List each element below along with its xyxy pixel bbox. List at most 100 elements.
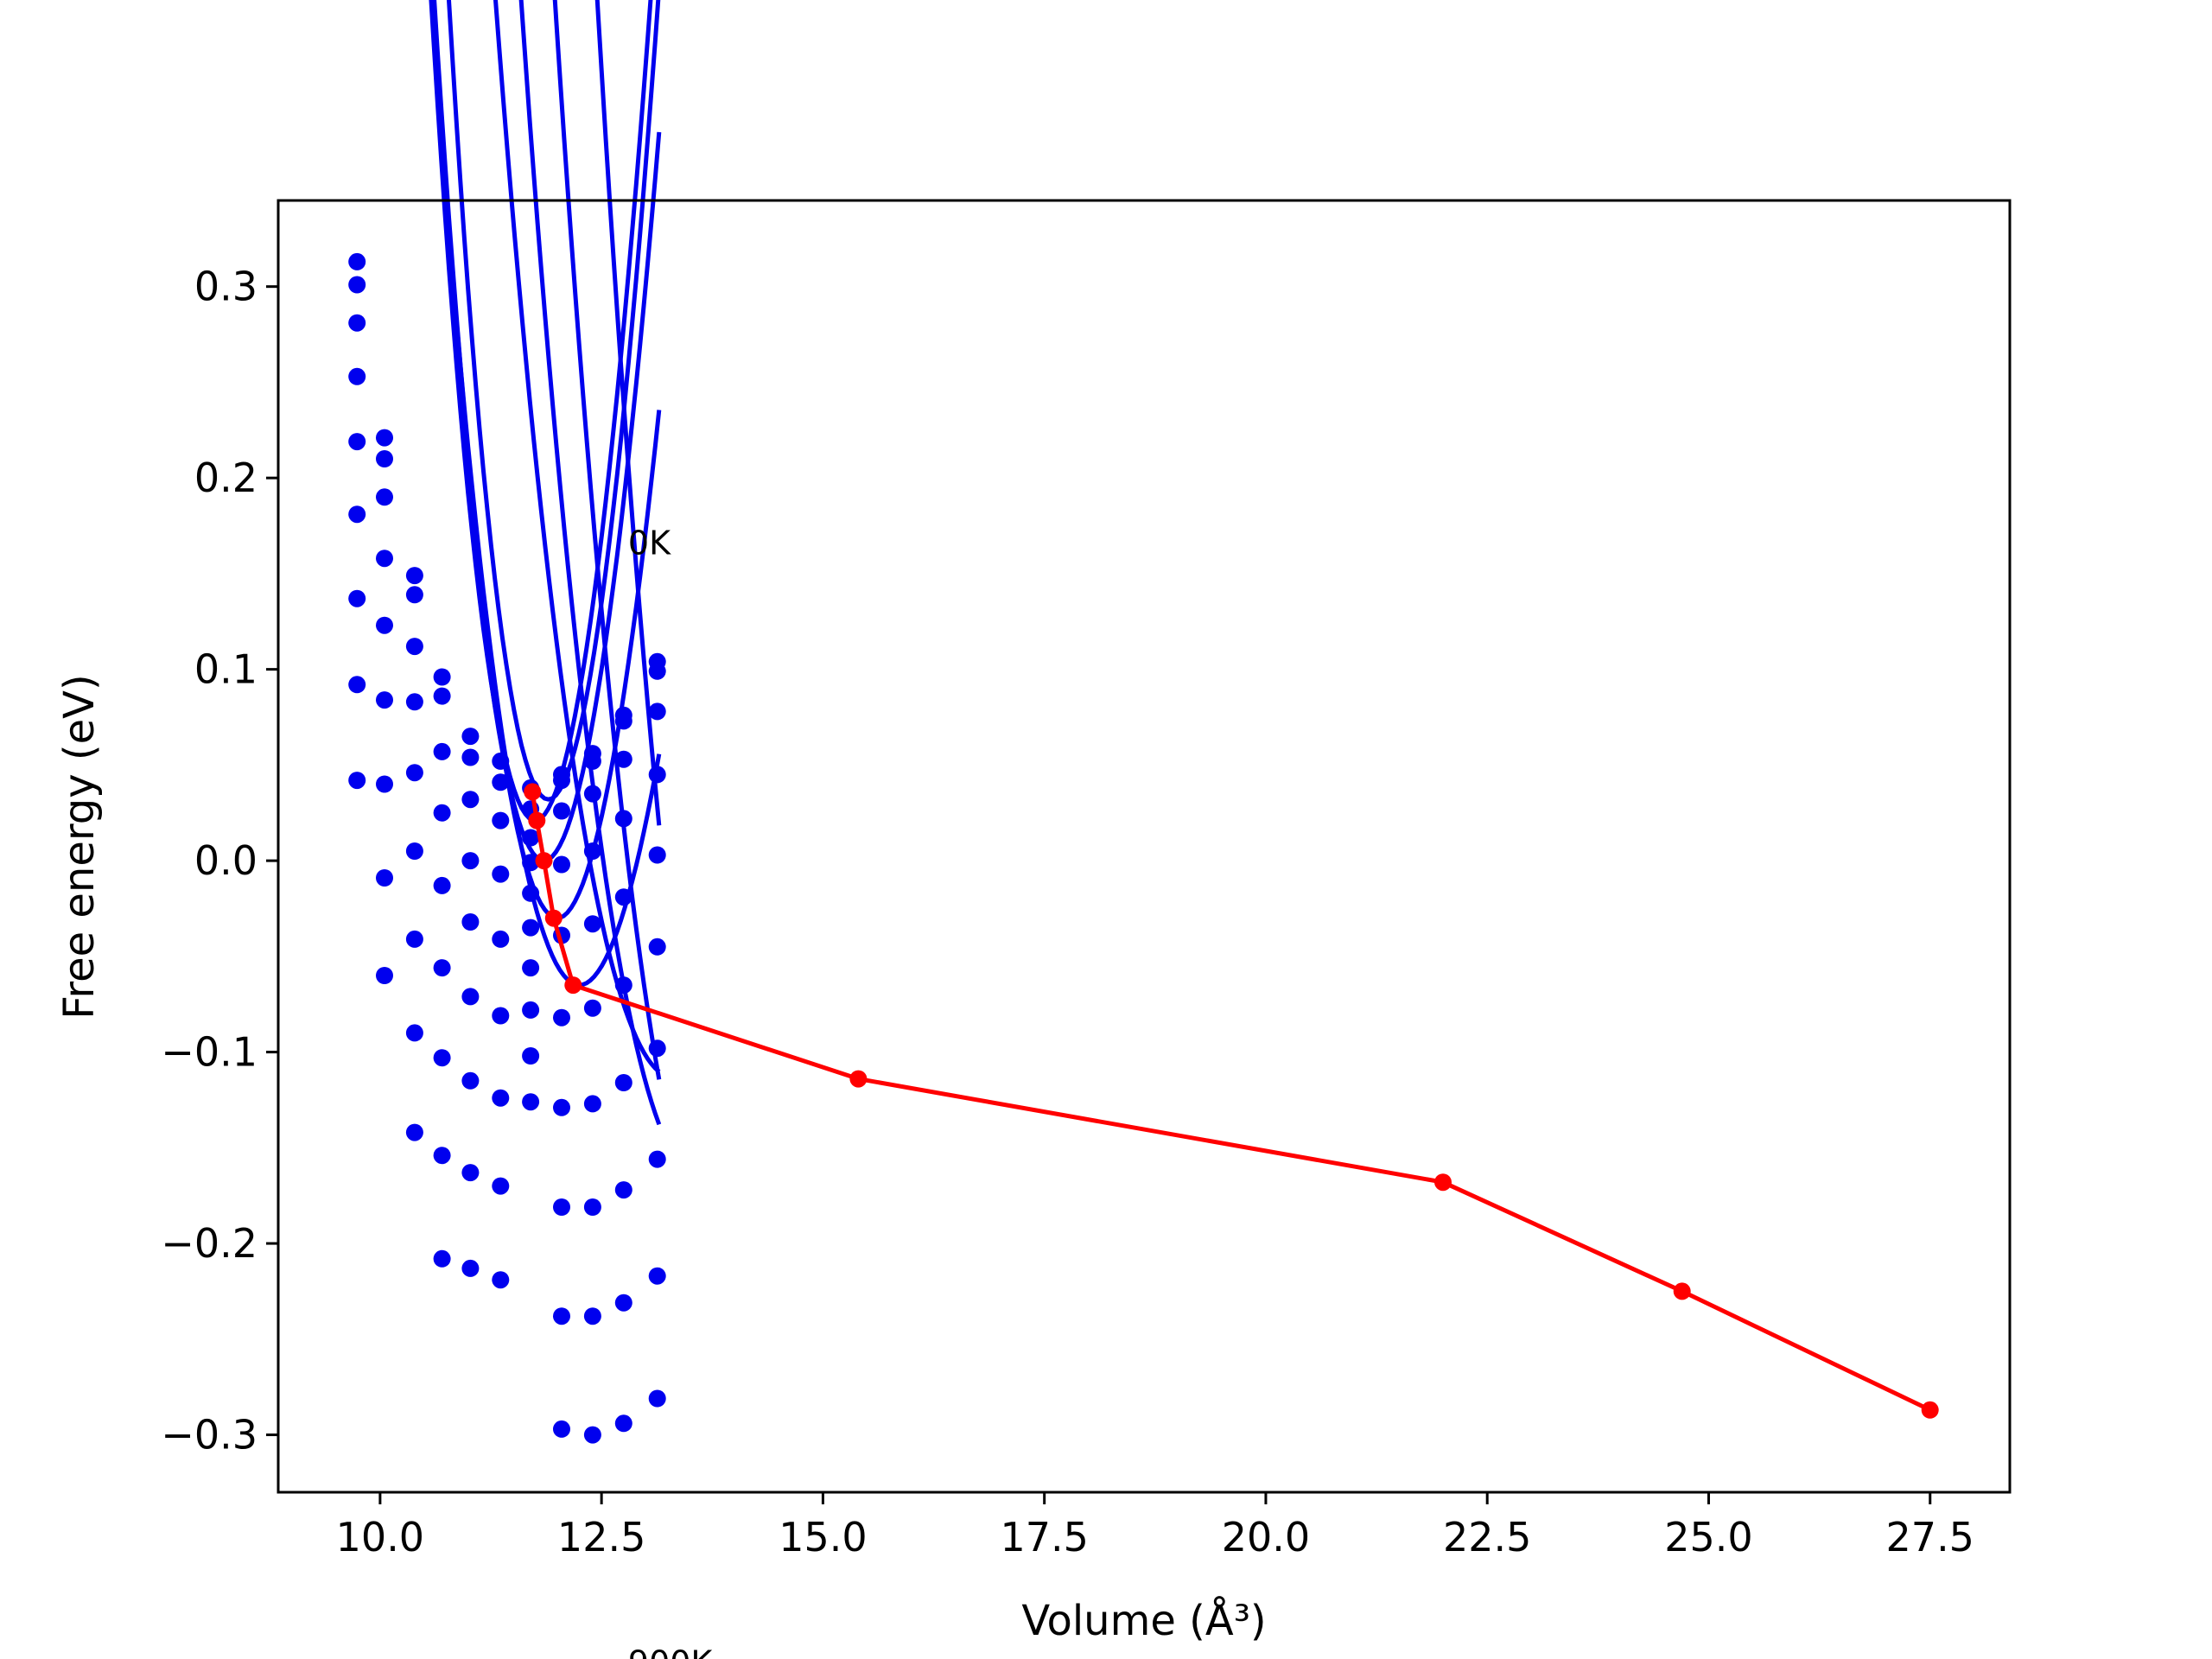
annotation-label: 0K: [628, 524, 671, 563]
data-point: [405, 586, 423, 604]
minimum-path-point: [1921, 1401, 1939, 1419]
annotation-label: 900K: [628, 1643, 714, 1659]
minimum-path-point: [544, 909, 563, 927]
data-point: [648, 662, 666, 680]
data-point: [648, 846, 666, 864]
y-tick-label: 0.1: [194, 646, 257, 693]
data-point: [614, 712, 632, 730]
minimum-path-point: [1673, 1282, 1691, 1300]
data-point: [492, 1007, 510, 1025]
data-point: [553, 1420, 570, 1438]
minimum-path-point: [528, 811, 546, 830]
data-point: [492, 930, 510, 948]
data-point: [492, 1089, 510, 1107]
fit-curve-0: [446, 0, 661, 802]
data-point: [461, 913, 480, 931]
data-point: [553, 1008, 570, 1027]
data-point: [614, 750, 632, 768]
data-point: [614, 888, 632, 906]
data-point: [492, 811, 510, 830]
x-tick-label: 10.0: [336, 1514, 424, 1560]
data-point: [376, 869, 393, 887]
data-point: [553, 802, 570, 820]
data-point: [405, 693, 423, 711]
y-tick-label: 0.2: [194, 454, 257, 501]
data-point: [614, 976, 632, 995]
data-point: [522, 1093, 540, 1111]
x-tick-label: 15.0: [779, 1514, 867, 1560]
data-point: [492, 1271, 510, 1289]
data-point: [648, 1389, 666, 1408]
fit-curve-6: [518, 0, 662, 1126]
y-tick-label: 0.3: [194, 264, 257, 310]
data-point: [553, 772, 570, 790]
minimum-path-point: [535, 852, 553, 870]
x-tick-label: 20.0: [1222, 1514, 1310, 1560]
data-point: [461, 748, 480, 766]
data-point: [348, 367, 366, 385]
data-point: [583, 1426, 601, 1444]
x-tick-label: 22.5: [1443, 1514, 1531, 1560]
x-axis: 10.0 12.5 15.0 17.5 20.0 22.5 25.0 27.5: [336, 1492, 1974, 1560]
data-point: [433, 742, 451, 760]
data-point: [433, 1249, 451, 1268]
data-point: [433, 1049, 451, 1067]
data-point: [583, 752, 601, 770]
data-point: [522, 959, 540, 977]
data-point: [405, 1123, 423, 1141]
data-point: [405, 567, 423, 585]
data-point: [376, 550, 393, 568]
data-point: [583, 1095, 601, 1113]
data-point: [348, 314, 366, 332]
data-point: [648, 1267, 666, 1285]
data-point: [348, 433, 366, 451]
x-tick-label: 25.0: [1664, 1514, 1752, 1560]
data-point: [348, 505, 366, 524]
data-point: [433, 959, 451, 977]
data-point: [522, 918, 540, 937]
data-point: [348, 772, 366, 790]
data-point: [405, 930, 423, 948]
data-point: [492, 773, 510, 791]
data-point: [376, 616, 393, 634]
y-tick-label: −0.1: [161, 1029, 257, 1076]
data-point: [433, 1147, 451, 1165]
x-axis-label: Volume (Å³): [1021, 1596, 1266, 1645]
y-tick-label: −0.3: [161, 1412, 257, 1459]
data-point: [522, 854, 540, 872]
plot-frame: [276, 199, 2012, 1494]
data-point: [553, 855, 570, 874]
minimum-path-point: [1434, 1173, 1452, 1192]
data-point: [405, 638, 423, 656]
y-tick-label: −0.2: [161, 1220, 257, 1267]
data-point: [614, 1414, 632, 1433]
data-point: [583, 842, 601, 860]
fit-curve-5: [493, 0, 661, 1074]
data-point: [461, 1164, 480, 1182]
data-point: [648, 702, 666, 721]
x-tick-label: 12.5: [557, 1514, 645, 1560]
data-point: [583, 915, 601, 933]
data-point: [348, 589, 366, 607]
data-point: [376, 450, 393, 467]
annotations: 0K 900K: [628, 524, 714, 1659]
data-point: [433, 687, 451, 705]
data-point: [648, 938, 666, 956]
plot-content: [348, 0, 1939, 1444]
data-point: [376, 967, 393, 984]
data-point: [405, 1024, 423, 1042]
data-point: [648, 1150, 666, 1168]
data-point: [553, 1198, 570, 1216]
data-point: [522, 829, 540, 847]
data-point: [492, 1177, 510, 1195]
x-tick-label: 27.5: [1886, 1514, 1974, 1560]
data-point: [583, 1307, 601, 1325]
data-point: [405, 764, 423, 782]
minimum-path-point: [564, 976, 582, 995]
y-axis-label: Free energy (eV): [55, 674, 104, 1019]
data-point: [461, 1071, 480, 1090]
data-point: [461, 988, 480, 1006]
data-point: [433, 668, 451, 686]
fit-curve-8: [594, 0, 662, 826]
data-point: [461, 728, 480, 746]
